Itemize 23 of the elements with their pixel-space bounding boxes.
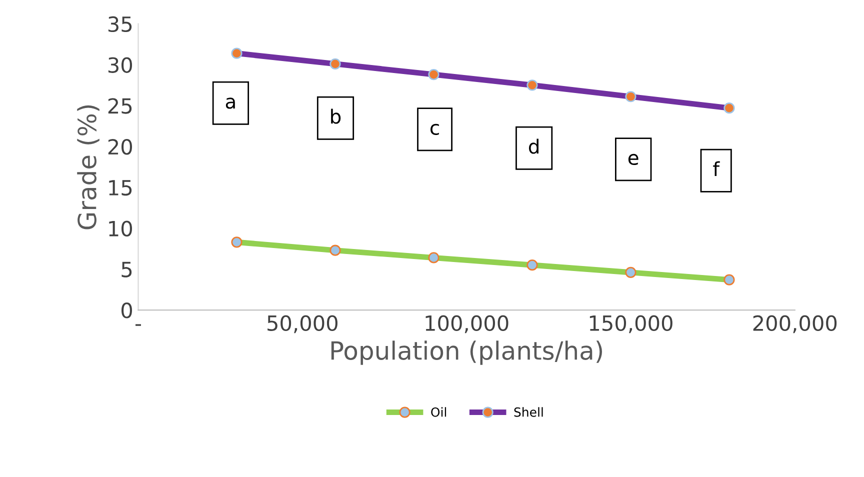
x-tick-label: 200,000 [753,315,837,334]
y-tick-label: 15 [109,180,132,196]
x-tick-label: - [136,324,141,326]
x-axis-title: Population (plants/ha) [331,340,602,365]
y-tick-label: 20 [108,138,132,155]
y-tick-label: 0 [121,302,132,318]
annotation: a [226,98,235,109]
x-tick-label: 150,000 [590,315,672,334]
legend-label: Shell [514,407,543,417]
y-tick-label: 10 [109,220,132,236]
annotation: c [430,124,439,136]
y-tick-label: 5 [122,262,132,278]
annotation: b [331,108,341,124]
y-tick-label: 25 [108,98,132,114]
y-axis-title: Grade (%) [77,105,100,230]
annotation: f [713,161,720,176]
y-tick-label: 30 [108,57,132,73]
annotation: d [528,138,538,154]
y-tick-label: 35 [108,16,132,32]
x-tick-label: 100,000 [426,315,508,334]
legend-label: Oil [431,407,446,417]
x-tick-label: 50,000 [268,315,338,334]
annotation: e [628,154,638,166]
